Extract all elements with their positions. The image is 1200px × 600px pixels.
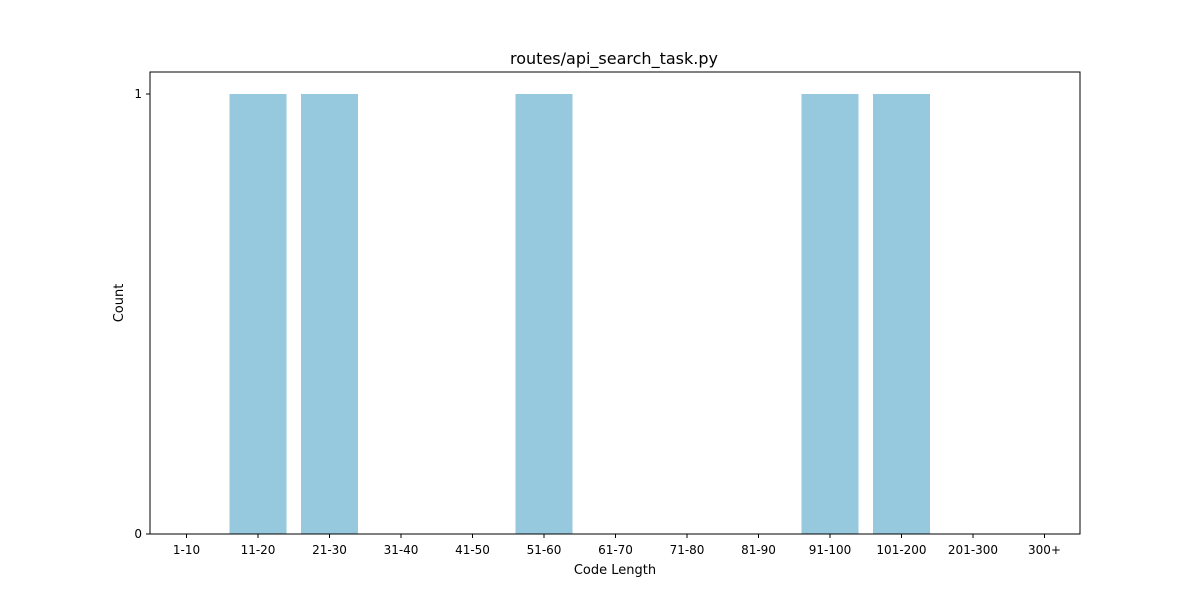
x-tick-label: 41-50 [455,543,490,557]
bar-51-60 [515,94,573,534]
y-tick-label: 1 [134,87,142,101]
x-tick-label: 81-90 [741,543,776,557]
x-tick-label: 101-200 [876,543,926,557]
x-tick-label: 71-80 [670,543,705,557]
x-tick-label: 31-40 [384,543,419,557]
bar-91-100 [801,94,859,534]
y-axis-label: Count [112,284,127,323]
x-ticks-group: 1-10 11-20 21-30 31-40 41-50 51-60 61-70 71-80 8… [173,534,1061,557]
x-tick-label: 21-30 [312,543,347,557]
x-tick-label: 11-20 [241,543,276,557]
x-tick-label: 61-70 [598,543,633,557]
bar-21-30 [301,94,358,534]
x-tick-label: 300+ [1028,543,1061,557]
x-tick-label: 201-300 [948,543,998,557]
y-tick-label: 0 [134,527,142,541]
x-tick-label: 1-10 [173,543,200,557]
bar-11-20 [229,94,287,534]
chart-title: routes/api_search_task.py [510,49,718,69]
bars-group [229,94,930,534]
x-axis-label: Code Length [574,563,656,578]
plot-frame [149,71,1081,535]
x-tick-label: 51-60 [527,543,562,557]
bar-101-200 [873,94,930,534]
y-ticks-group: 01 [134,87,150,541]
x-tick-label: 91-100 [809,543,852,557]
